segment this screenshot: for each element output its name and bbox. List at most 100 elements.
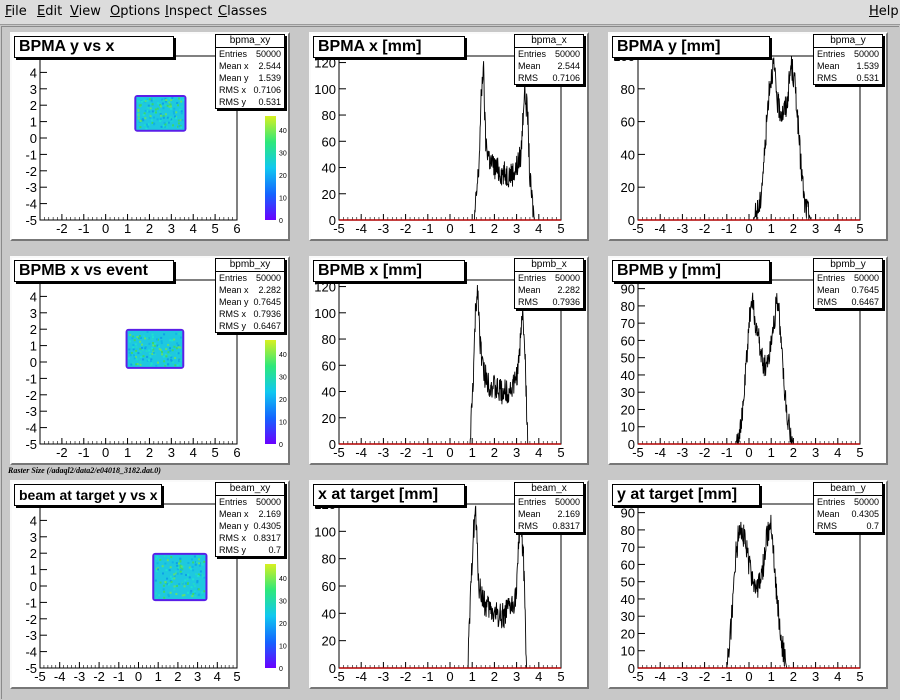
stats-value: 0.7106 [253,85,281,95]
heatmap-cell [171,97,174,100]
heatmap-cell [137,101,140,104]
y-tick-label: 2 [30,322,37,337]
heatmap-cell [197,558,200,561]
histogram-line [638,292,860,445]
heatmap-cell [173,577,176,580]
heatmap-cell [180,110,183,113]
heatmap-cell [153,116,156,119]
heatmap-cell [162,588,165,591]
heatmap-cell [165,355,168,358]
histogram-pad[interactable]: -2 -1 0 1 2 3 4 5 6 -5 -4 -3 -2 -1 0 1 2 3 4 0 10 20 30 40 BPMA … [10,32,290,241]
histogram-pad[interactable]: -5-4-3-2-1012345020406080100120x at targ… [309,480,589,689]
stats-row: RMS x 0.7106 [216,84,284,96]
heatmap-cell [178,358,181,361]
histogram-pad[interactable]: -2 -1 0 1 2 3 4 5 6 -5 -4 -3 -2 -1 0 1 2 3 4 0 10 20 30 40 BPMB … [10,256,290,465]
heatmap-cell [168,101,171,104]
y-tick-label: 90 [621,506,635,521]
heatmap-cell [154,342,157,345]
stats-key: Mean [817,285,840,295]
menu-file[interactable]: File [5,4,27,19]
x-tick-label: -3 [677,221,689,236]
heatmap-cell [162,584,165,587]
y-tick-label: 40 [322,606,336,621]
heatmap-cell [163,590,166,593]
x-tick-label: -1 [422,669,434,684]
heatmap-cell [153,123,156,126]
heatmap-cell [139,336,142,339]
heatmap-cell [152,344,155,347]
stats-row: RMS y 0.6467 [216,320,284,332]
heatmap-cell [164,104,167,107]
stats-value: 50000 [255,497,281,507]
histogram-pad[interactable]: -5-4-3-2-1012345020406080100BPMA y [mm]b… [608,32,888,241]
stats-value: 0.7645 [851,285,879,295]
x-tick-label: 3 [812,669,819,684]
heatmap-cell [167,121,170,124]
y-tick-label: 40 [322,161,336,176]
heatmap-cell [162,124,165,127]
heatmap-cell [168,117,171,120]
heatmap-cell [133,339,136,342]
y-tick-label: 0 [30,579,37,594]
histogram-pad[interactable]: -5 -4 -3 -2 -1 0 1 2 3 4 5 0 20 40 60 80 100 120 BPMB x [m… [309,256,589,465]
stats-key: RMS x [219,533,246,543]
stats-key: RMS x [219,85,246,95]
stats-value: 50000 [255,273,281,283]
stats-row: Mean 2.169 [515,508,583,520]
heatmap-cell [181,581,184,584]
menu-inspect[interactable]: Inspect [165,4,213,19]
menu-view[interactable]: View [70,4,101,19]
heatmap-cell [153,111,156,114]
heatmap-cell [168,353,171,356]
heatmap-cell [191,595,194,598]
y-tick-label: 100 [314,82,336,97]
x-tick-label: 4 [535,221,542,236]
menu-edit[interactable]: Edit [37,4,63,19]
y-tick-label: 3 [30,306,37,321]
menu-help[interactable]: Help [869,4,899,19]
stats-value: 0.7 [866,521,879,531]
heatmap-cell [136,362,139,365]
heatmap-cell [142,114,145,117]
heatmap-cell [175,572,178,575]
heatmap-cell [164,580,167,583]
heatmap-cell [130,351,133,354]
histogram-pad[interactable]: -5 -4 -3 -2 -1 0 1 2 3 4 5 -5 -4 -3 -2 -1 0 1 2 3 4 0 10 20 30 40… [10,480,290,689]
x-tick-label: 4 [190,221,197,236]
stats-key: Entries [817,497,846,507]
histogram-pad[interactable]: -5 -4 -3 -2 -1 0 1 2 3 4 5 0 10 20 30 40 50 60 70 80 90 BPMB … [608,256,888,465]
stats-key: RMS [817,73,837,83]
stats-row: Mean x 2.544 [216,60,284,72]
x-tick-label: -2 [400,669,412,684]
heatmap-cell [147,337,150,340]
heatmap-cell [197,573,200,576]
stats-row: Entries 50000 [814,496,882,508]
stats-value: 50000 [554,497,580,507]
heatmap-cell [139,347,142,350]
stats-value: 1.539 [856,61,879,71]
stats-key: RMS y [219,97,246,107]
x-tick-label: 4 [535,669,542,684]
menu-classes[interactable]: Classes [218,4,267,19]
stats-key: Mean [518,285,541,295]
heatmap-cell [132,344,135,347]
heatmap-cell [169,354,172,357]
histogram-pad[interactable]: -5 -4 -3 -2 -1 0 1 2 3 4 5 0 20 40 60 80 100 120 BPMA x [m… [309,32,589,241]
stats-value: 0.531 [856,73,879,83]
y-tick-label: 50 [621,575,635,590]
x-tick-label: -2 [699,221,711,236]
stats-name: beam_x [515,483,583,496]
heatmap-cell [177,104,180,107]
heatmap-cell [148,110,151,113]
menu-options[interactable]: Options [110,4,161,19]
stats-name: bpma_x [515,35,583,48]
heatmap-cell [194,595,197,598]
x-tick-label: 5 [856,445,863,460]
heatmap-cell [190,568,193,571]
histogram-title: x at target [mm] [313,484,465,506]
x-tick-label: 2 [790,221,797,236]
histogram-pad[interactable]: -5 -4 -3 -2 -1 0 1 2 3 4 5 0 10 20 30 40 50 60 70 80 90 y at … [608,480,888,689]
heatmap-cell [162,107,165,110]
x-tick-label: 4 [190,445,197,460]
x-tick-label: 5 [856,221,863,236]
